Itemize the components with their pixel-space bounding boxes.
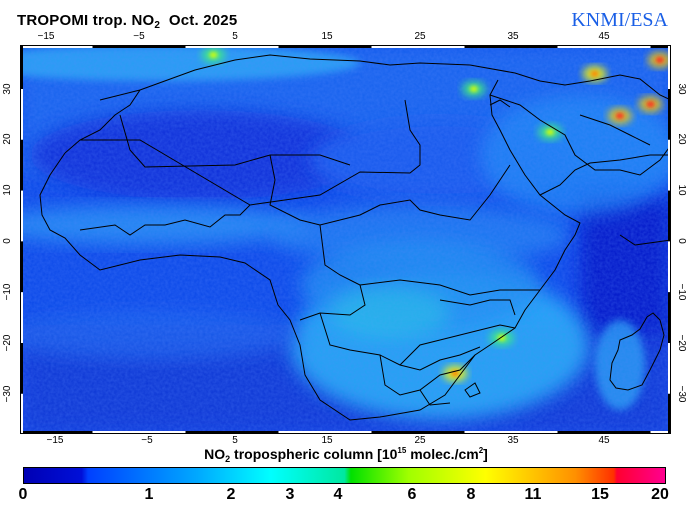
- colorbar-tick-label: 11: [524, 486, 542, 503]
- lat-tick-right: 30: [676, 83, 687, 95]
- credit-label: KNMI/ESA: [571, 9, 668, 31]
- colorbar-tick-label: 6: [407, 486, 417, 503]
- lon-tick-top: 35: [507, 31, 519, 42]
- lat-tick-right: −10: [676, 283, 687, 301]
- lon-tick-bottom: −5: [141, 435, 153, 446]
- lat-tick-left: −10: [2, 283, 13, 301]
- colorbar: [23, 467, 666, 484]
- lon-tick-bottom: −15: [46, 435, 64, 446]
- lat-tick-left: 30: [2, 83, 13, 95]
- cb-title-no: NO: [204, 446, 226, 462]
- colorbar-tick-label: 1: [144, 486, 154, 503]
- madagascar-outline: [609, 312, 665, 391]
- lat-tick-left: 10: [2, 184, 13, 196]
- lon-tick-top: 5: [232, 31, 238, 42]
- colorbar-tick-label: 4: [333, 486, 343, 503]
- lon-tick-bottom: 35: [507, 435, 519, 446]
- colorbar-tick-label: 2: [226, 486, 236, 503]
- title-subscript: 2: [154, 20, 161, 31]
- lon-tick-bottom: 25: [414, 435, 426, 446]
- cb-title-end: ]: [483, 446, 488, 462]
- country-borders: [39, 54, 671, 421]
- lat-tick-right: 10: [676, 184, 687, 196]
- colorbar-tick-label: 0: [18, 486, 28, 503]
- lon-tick-bottom: 45: [598, 435, 610, 446]
- colorbar-tick-label: 20: [651, 486, 669, 503]
- lat-tick-left: −30: [2, 385, 13, 403]
- map-frame: [20, 45, 671, 434]
- lon-tick-top: 25: [414, 31, 426, 42]
- background-field: [20, 45, 671, 434]
- lon-tick-top: 15: [321, 31, 333, 42]
- cb-title-mid: tropospheric column [10: [230, 446, 398, 462]
- title-date: Oct. 2025: [168, 12, 238, 29]
- cb-title-exp: 15: [397, 446, 407, 455]
- frame-border: [20, 45, 671, 434]
- cb-title-sub: 2: [225, 454, 231, 464]
- map-title: TROPOMI trop. NO2 Oct. 2025: [17, 12, 237, 31]
- colorbar-tick-label: 8: [466, 486, 476, 503]
- lon-tick-bottom: 5: [232, 435, 238, 446]
- lon-tick-bottom: 15: [321, 435, 333, 446]
- lon-tick-top: −15: [37, 31, 55, 42]
- title-text: TROPOMI trop. NO: [17, 12, 155, 29]
- lat-tick-right: 20: [676, 133, 687, 145]
- lat-tick-right: 0: [676, 238, 687, 244]
- lon-tick-top: 45: [598, 31, 610, 42]
- lat-tick-left: 20: [2, 133, 13, 145]
- cb-title-exp2: 2: [478, 446, 484, 455]
- no2-map: [20, 45, 671, 434]
- lat-tick-right: −30: [676, 385, 687, 403]
- colorbar-tick-label: 15: [591, 486, 609, 503]
- colorbar-tick-label: 3: [285, 486, 295, 503]
- cb-title-unit: molec./cm: [406, 446, 479, 462]
- lon-tick-top: −5: [133, 31, 145, 42]
- lat-tick-left: −20: [2, 334, 13, 352]
- hotspots: [201, 46, 671, 382]
- colorbar-title: NO2 tropospheric column [1015 molec./cm2…: [0, 446, 692, 464]
- lat-tick-left: 0: [2, 238, 13, 244]
- lat-tick-right: −20: [676, 334, 687, 352]
